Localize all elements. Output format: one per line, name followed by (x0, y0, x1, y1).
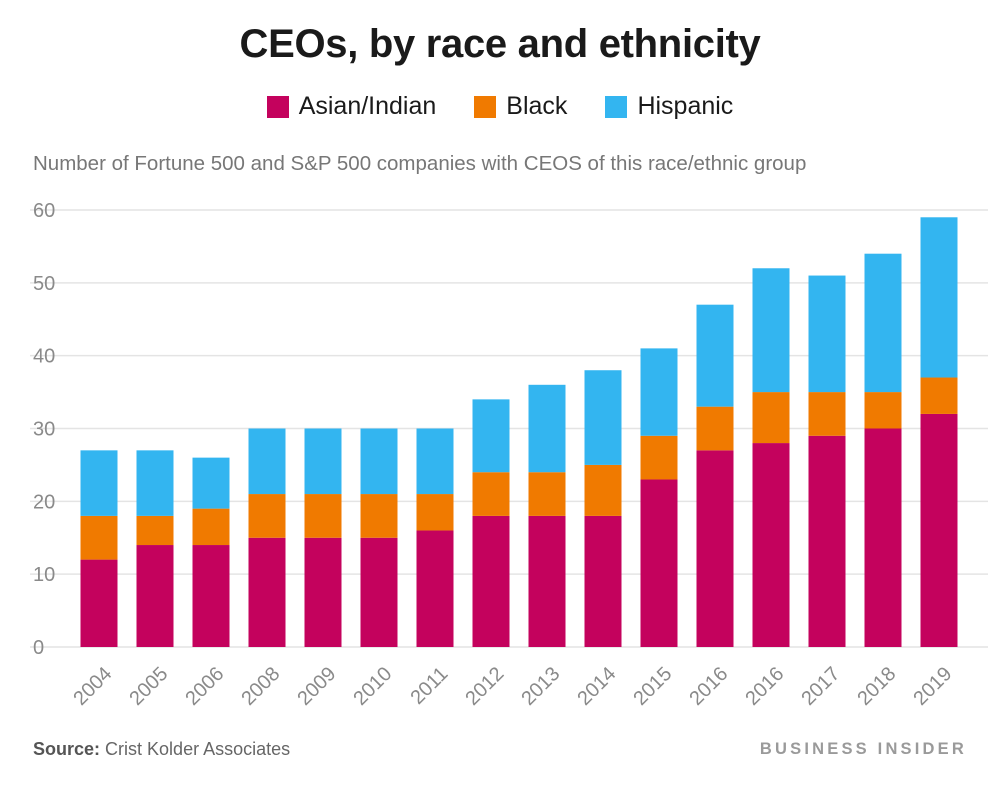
x-tick-label: 2008 (237, 663, 284, 710)
bar-asian-indian (416, 530, 454, 647)
x-tick-label: 2009 (293, 663, 340, 710)
source-label: Source: (33, 739, 101, 759)
bar-black (360, 494, 398, 538)
bar-asian-indian (808, 435, 846, 647)
x-tick-label: 2010 (349, 663, 396, 710)
legend-swatch-hispanic (605, 95, 628, 118)
y-tick-label: 20 (33, 491, 55, 513)
bar-asian-indian (136, 545, 174, 647)
bar-asian-indian (80, 559, 118, 647)
x-tick-label: 2016 (685, 663, 732, 710)
bar-asian-indian (752, 443, 790, 647)
x-tick-label: 2006 (181, 663, 228, 710)
bar-asian-indian (472, 515, 510, 647)
bar-asian-indian (696, 450, 734, 647)
brand-logo: BUSINESS INSIDER (759, 740, 967, 758)
bar-hispanic (136, 450, 174, 516)
y-tick-label: 30 (33, 419, 55, 441)
y-tick-label: 40 (33, 346, 55, 368)
legend-label-black: Black (506, 92, 568, 120)
bar-asian-indian (248, 537, 286, 647)
x-tick-label: 2016 (741, 663, 788, 710)
bar-hispanic (584, 370, 622, 465)
legend: Asian/Indian Black Hispanic (0, 92, 1000, 121)
bar-black (416, 494, 454, 531)
bar-hispanic (80, 450, 118, 516)
bar-black (80, 515, 118, 560)
legend-label-hispanic: Hispanic (637, 92, 734, 120)
y-tick-label: 0 (33, 637, 44, 659)
bar-hispanic (640, 348, 678, 436)
chart-title: CEOs, by race and ethnicity (239, 22, 761, 66)
x-tick-label: 2019 (909, 663, 956, 710)
bar-black (920, 377, 958, 414)
bar-black (752, 392, 790, 444)
x-tick-label: 2018 (853, 663, 900, 710)
bar-asian-indian (192, 545, 230, 647)
bar-asian-indian (584, 515, 622, 647)
legend-swatch-black (474, 95, 497, 118)
bar-asian-indian (304, 537, 342, 647)
bar-hispanic (808, 275, 846, 393)
bar-hispanic (360, 428, 398, 495)
bar-asian-indian (864, 428, 902, 647)
legend-item-hispanic: Hispanic (605, 92, 733, 121)
bar-black (640, 435, 678, 480)
bar-hispanic (528, 384, 566, 473)
legend-label-asian-indian: Asian/Indian (298, 92, 437, 120)
bar-hispanic (472, 399, 510, 473)
chart-subtitle: Number of Fortune 500 and S&P 500 compan… (33, 152, 807, 175)
bar-hispanic (192, 457, 230, 509)
bar-black (528, 472, 566, 516)
bar-black (136, 515, 174, 546)
bar-black (192, 508, 230, 546)
bar-asian-indian (640, 479, 678, 647)
y-tick-label: 60 (33, 200, 55, 222)
x-tick-label: 2004 (69, 663, 116, 710)
bar-hispanic (248, 428, 286, 495)
x-tick-label: 2011 (406, 663, 452, 709)
x-tick-label: 2014 (573, 663, 620, 710)
x-tick-label: 2015 (629, 663, 676, 710)
bar-hispanic (304, 428, 342, 495)
bar-black (584, 464, 622, 516)
bar-asian-indian (920, 413, 958, 647)
bar-black (864, 392, 902, 429)
legend-swatch-asian-indian (266, 95, 289, 118)
x-tick-label: 2013 (517, 663, 564, 710)
y-tick-label: 10 (33, 564, 55, 586)
x-tick-label: 2005 (125, 663, 172, 710)
bar-hispanic (864, 253, 902, 393)
bar-black (248, 494, 286, 538)
bar-hispanic (752, 268, 790, 393)
x-tick-label: 2012 (461, 663, 508, 710)
legend-item-black: Black (474, 92, 567, 121)
y-tick-label: 50 (33, 273, 55, 295)
source-note: Source: Crist Kolder Associates (33, 739, 290, 760)
bar-black (696, 406, 734, 451)
x-tick-label: 2017 (797, 663, 844, 710)
bar-black (808, 392, 846, 436)
bar-asian-indian (528, 515, 566, 647)
source-text: Crist Kolder Associates (105, 739, 291, 759)
bar-asian-indian (360, 537, 398, 647)
legend-item-asian-indian: Asian/Indian (266, 92, 437, 121)
bar-hispanic (920, 217, 958, 378)
bar-black (472, 472, 510, 516)
bar-hispanic (416, 428, 454, 495)
bar-hispanic (696, 304, 734, 407)
bar-black (304, 494, 342, 538)
